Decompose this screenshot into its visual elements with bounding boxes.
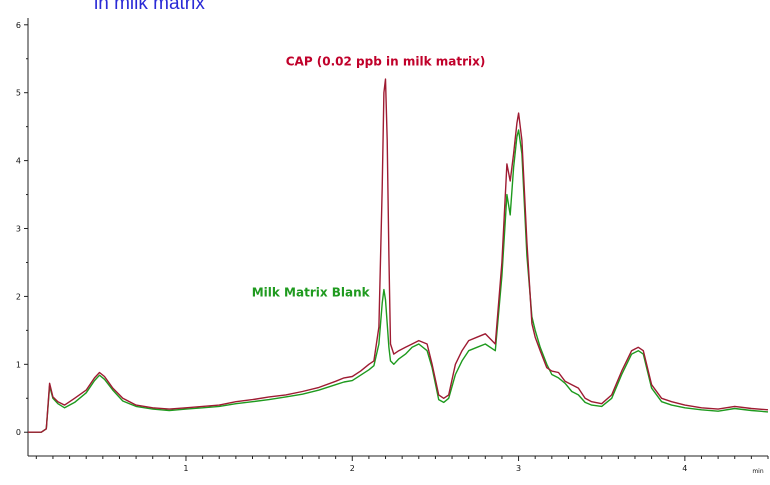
x-tick-label: 2 (350, 464, 355, 473)
annotation-layer: CAP (0.02 ppb in milk matrix) Milk Matrix… (252, 55, 486, 300)
y-tick-label: 0 (16, 428, 21, 437)
y-tick-label: 2 (16, 292, 21, 301)
x-tick-group: 1 2 3 4 min (35, 456, 769, 475)
annotation-blank: Milk Matrix Blank (252, 285, 371, 299)
y-tick-label: 1 (16, 360, 21, 369)
figure-caption: in milk matrix (94, 0, 205, 14)
series-line-cap (28, 78, 769, 433)
series-line-blank (28, 129, 769, 433)
series-layer (28, 78, 769, 433)
x-tick-label: 1 (183, 464, 188, 473)
y-tick-label: 6 (16, 21, 21, 30)
y-tick-label: 4 (16, 157, 21, 166)
y-tick-label: 3 (16, 225, 21, 234)
annotation-cap: CAP (0.02 ppb in milk matrix) (286, 55, 486, 69)
x-axis-unit-label: min (752, 468, 764, 475)
y-tick-label: 5 (16, 89, 21, 98)
x-tick-label: 4 (682, 464, 687, 473)
x-tick-label: 3 (516, 464, 521, 473)
y-tick-group: 0 1 2 3 4 5 6 (16, 21, 28, 437)
